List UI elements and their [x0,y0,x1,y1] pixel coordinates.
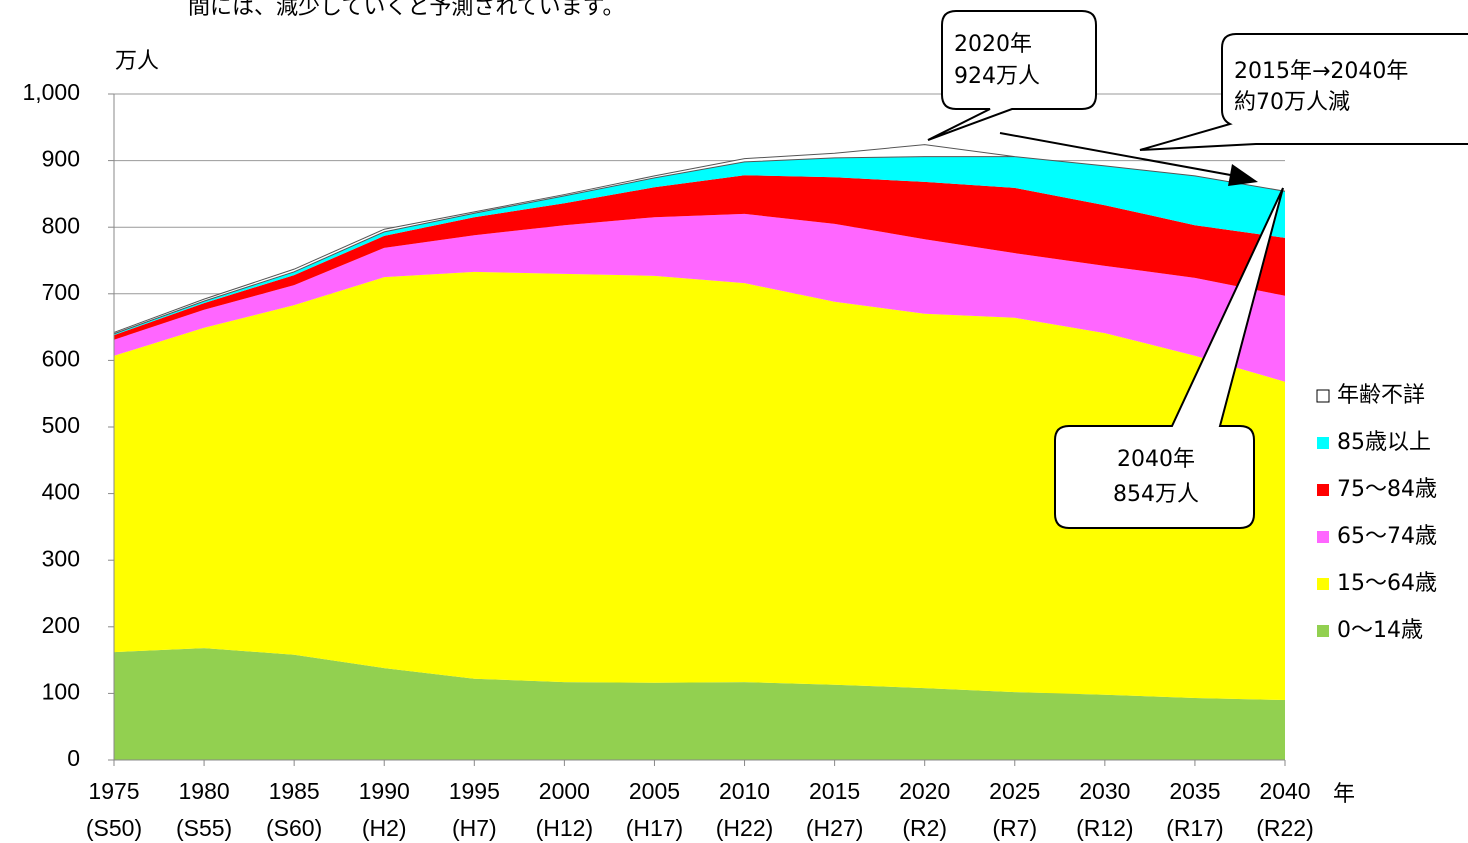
area [114,156,1285,336]
x-tick-sublabel: (R22) [1256,815,1314,841]
x-tick-label: 1980 [178,778,229,804]
y-tick-label: 0 [67,745,80,771]
y-tick-label: 300 [42,545,80,571]
y-axis-label: 万人 [115,49,159,74]
arrow [999,132,1258,186]
area [114,213,1285,382]
legend-label: 85歳以上 [1337,430,1431,455]
x-tick-label: 2035 [1169,778,1220,804]
callout: 2020年 924万人 [927,10,1097,141]
x-tick-sublabel: (R12) [1076,815,1134,841]
y-tick-label: 200 [42,612,80,638]
y-tick-label: 600 [42,345,80,371]
legend-swatch [1317,578,1329,590]
area [114,271,1285,701]
legend-swatch [1316,389,1330,403]
callout: 2015年→2040年 約70万人減 [1139,33,1468,151]
callout-text: 854万人 [1113,482,1199,507]
legend-swatch [1317,531,1329,543]
x-tick-sublabel: (R7) [992,815,1037,841]
x-tick-label: 1975 [88,778,139,804]
legend-swatch [1317,484,1329,496]
legend-swatch [1317,625,1329,637]
y-tick-label: 1,000 [22,79,80,105]
y-tick-label: 900 [42,146,80,172]
callout: 2040年 854万人 [1054,187,1284,529]
x-tick-label: 2005 [629,778,680,804]
area [114,648,1285,760]
y-tick-label: 700 [42,279,80,305]
x-tick-sublabel: (R2) [902,815,947,841]
x-tick-label: 2040 [1259,778,1310,804]
x-tick-label: 2000 [539,778,590,804]
callout-text: 2020年 [954,32,1032,57]
x-axis-label: 年 [1333,782,1355,807]
callout-text: 924万人 [954,64,1040,89]
legend-label: 75～84歳 [1337,477,1437,502]
x-tick-label: 1990 [359,778,410,804]
x-tick-label: 2025 [989,778,1040,804]
x-tick-sublabel: (H7) [452,815,497,841]
x-tick-sublabel: (H22) [716,815,774,841]
x-tick-label: 2015 [809,778,860,804]
plot: 0 100 200 300 400 500 600 700 800 900 1,000 1975 (S5… [22,79,1313,841]
y-tick-label: 800 [42,212,80,238]
x-tick-label: 1985 [269,778,320,804]
x-tick-label: 2020 [899,778,950,804]
x-tick-label: 1995 [449,778,500,804]
x-tick-sublabel: (H2) [362,815,407,841]
legend-label: 15～64歳 [1337,571,1437,596]
x-tick-sublabel: (H17) [626,815,684,841]
legend-swatch [1317,437,1329,449]
y-tick-label: 400 [42,479,80,505]
x-tick-sublabel: (H27) [806,815,864,841]
x-tick-sublabel: (R17) [1166,815,1224,841]
x-tick-label: 2010 [719,778,770,804]
callout-text: 2015年→2040年 [1234,59,1408,84]
area [114,175,1285,340]
x-tick-sublabel: (H12) [536,815,594,841]
legend-label: 65～74歳 [1337,524,1437,549]
x-tick-sublabel: (S50) [86,815,142,841]
legend: 年齢不詳 85歳以上 75～84歳 65～74歳 15～64歳 0～14歳 [1316,383,1437,643]
callout-text: 2040年 [1117,447,1195,472]
heading: 間には、減少していくと予測されています。 [188,0,624,20]
legend-label: 年齢不詳 [1337,383,1425,408]
x-tick-sublabel: (S60) [266,815,322,841]
y-tick-label: 100 [42,678,80,704]
callout-text: 約70万人減 [1234,90,1350,115]
x-tick-sublabel: (S55) [176,815,232,841]
x-tick-label: 2030 [1079,778,1130,804]
y-tick-label: 500 [42,412,80,438]
legend-label: 0～14歳 [1337,618,1423,643]
